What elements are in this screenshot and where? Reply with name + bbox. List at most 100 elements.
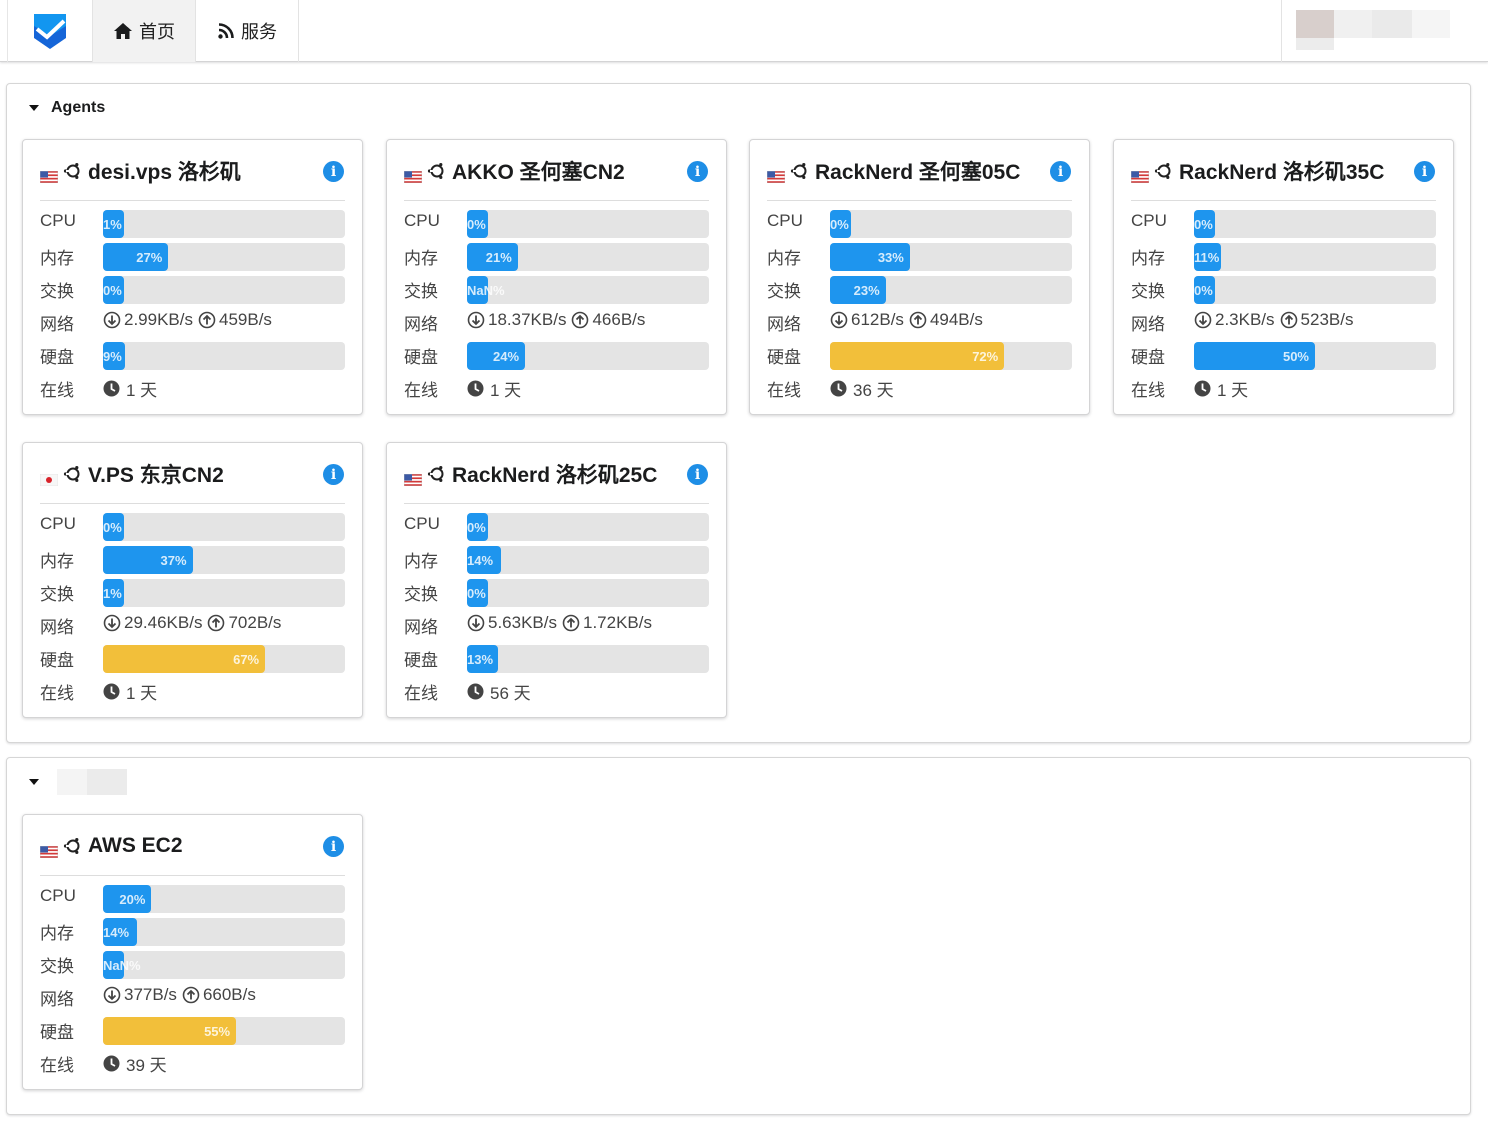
mem-percent: 14% [103,925,130,940]
cpu-row: CPU 0% [404,511,709,544]
swap-progress: NaN% [467,276,709,304]
disk-progress-fill: 50% [1194,342,1315,370]
server-card-5: RackNerd 洛杉矶25C i CPU 0% 内存 14% 交换 0% 网络 [386,442,727,718]
group-header-other[interactable] [29,769,127,795]
info-icon[interactable]: i [323,464,344,485]
swap-label: 交换 [40,282,74,301]
net-label: 网络 [404,315,438,334]
group-header-agents[interactable]: Agents [29,98,105,118]
server-name: RackNerd 圣何塞05C [815,161,1021,184]
info-icon[interactable]: i [1414,161,1435,182]
rss-icon [217,22,235,40]
info-icon[interactable]: i [323,836,344,857]
info-icon[interactable]: i [687,161,708,182]
swap-progress: 1% [103,579,345,607]
disk-percent: 13% [467,652,494,667]
net-down-value: 5.63KB/s [488,613,557,632]
net-up-value: 523B/s [1300,310,1354,329]
arrow-circle-up-icon [182,986,200,1004]
disk-row: 硬盘 72% [767,340,1072,373]
swap-row: 交换 0% [1131,274,1436,307]
info-icon[interactable]: i [323,161,344,182]
cpu-progress-fill: 0% [103,513,124,541]
disk-progress-fill: 13% [467,645,499,673]
uptime-label: 在线 [404,684,438,703]
cpu-progress: 0% [1194,210,1436,238]
ubuntu-icon [62,161,82,181]
mem-progress-fill: 14% [467,546,501,574]
disk-row: 硬盘 50% [1131,340,1436,373]
net-speed: 18.37KB/s 466B/s [467,310,645,330]
arrow-circle-up-icon [207,614,225,632]
nav-service-label: 服务 [241,22,277,42]
mem-label: 内存 [40,552,74,571]
nav-home[interactable]: 首页 [92,0,195,62]
cpu-percent: 0% [830,217,849,232]
group-title-redacted [57,769,127,795]
cpu-row: CPU 1% [40,208,345,241]
uptime-value: 39 天 [103,1051,167,1076]
swap-progress: 0% [103,276,345,304]
user-name-redacted [1334,10,1372,38]
net-row: 网络 18.37KB/s 466B/s [404,307,709,340]
swap-percent: NaN% [103,958,141,973]
info-icon[interactable]: i [1050,161,1071,182]
mem-progress-fill: 27% [103,243,169,271]
server-title: RackNerd 圣何塞05C i [766,156,1071,186]
divider [767,200,1072,201]
disk-row: 硬盘 9% [40,340,345,373]
disk-percent: 67% [233,652,260,667]
nav-service[interactable]: 服务 [195,0,299,62]
cpu-label: CPU [404,211,440,230]
uptime-label: 在线 [40,684,74,703]
ubuntu-icon [426,161,446,181]
disk-progress: 24% [467,342,709,370]
server-name: AWS EC2 [88,834,183,857]
mem-percent: 27% [136,250,163,265]
disk-percent: 9% [103,349,122,364]
cpu-progress-fill: 1% [103,210,124,238]
cpu-progress: 1% [103,210,345,238]
swap-percent: 0% [467,586,486,601]
uptime-row: 在线 1 天 [404,373,709,406]
uptime-text: 36 天 [853,381,894,400]
server-name: desi.vps 洛杉矶 [88,161,241,184]
ubuntu-icon [62,464,82,484]
cpu-row: CPU 20% [40,883,345,916]
swap-progress: 0% [467,579,709,607]
swap-row: 交换 0% [40,274,345,307]
cpu-progress-fill: 0% [1194,210,1215,238]
disk-label: 硬盘 [1131,348,1165,367]
info-icon[interactable]: i [687,464,708,485]
mem-row: 内存 11% [1131,241,1436,274]
uptime-row: 在线 1 天 [40,373,345,406]
cpu-progress-fill: 0% [830,210,851,238]
uptime-text: 56 天 [490,684,531,703]
logo[interactable] [7,0,92,62]
uptime-row: 在线 39 天 [40,1048,345,1081]
disk-percent: 50% [1282,349,1309,364]
net-down-value: 377B/s [124,985,177,1004]
swap-progress: 23% [830,276,1072,304]
server-title: desi.vps 洛杉矶 i [39,156,344,186]
cpu-label: CPU [404,514,440,533]
arrow-circle-up-icon [562,614,580,632]
avatar [1296,10,1334,38]
disk-row: 硬盘 67% [40,643,345,676]
net-label: 网络 [767,315,801,334]
disk-label: 硬盘 [40,1023,74,1042]
cpu-percent: 0% [103,520,122,535]
disk-row: 硬盘 55% [40,1015,345,1048]
disk-progress: 50% [1194,342,1436,370]
server-title: AKKO 圣何塞CN2 i [403,156,708,186]
user-menu[interactable] [1281,0,1488,62]
net-label: 网络 [1131,315,1165,334]
mem-row: 内存 14% [40,916,345,949]
cpu-percent: 0% [467,520,486,535]
usa-flag-icon [766,165,786,184]
clock-icon [467,683,484,700]
arrow-circle-down-icon [830,311,848,329]
net-row: 网络 2.99KB/s 459B/s [40,307,345,340]
swap-row: 交换 NaN% [40,949,345,982]
cpu-progress: 0% [830,210,1072,238]
